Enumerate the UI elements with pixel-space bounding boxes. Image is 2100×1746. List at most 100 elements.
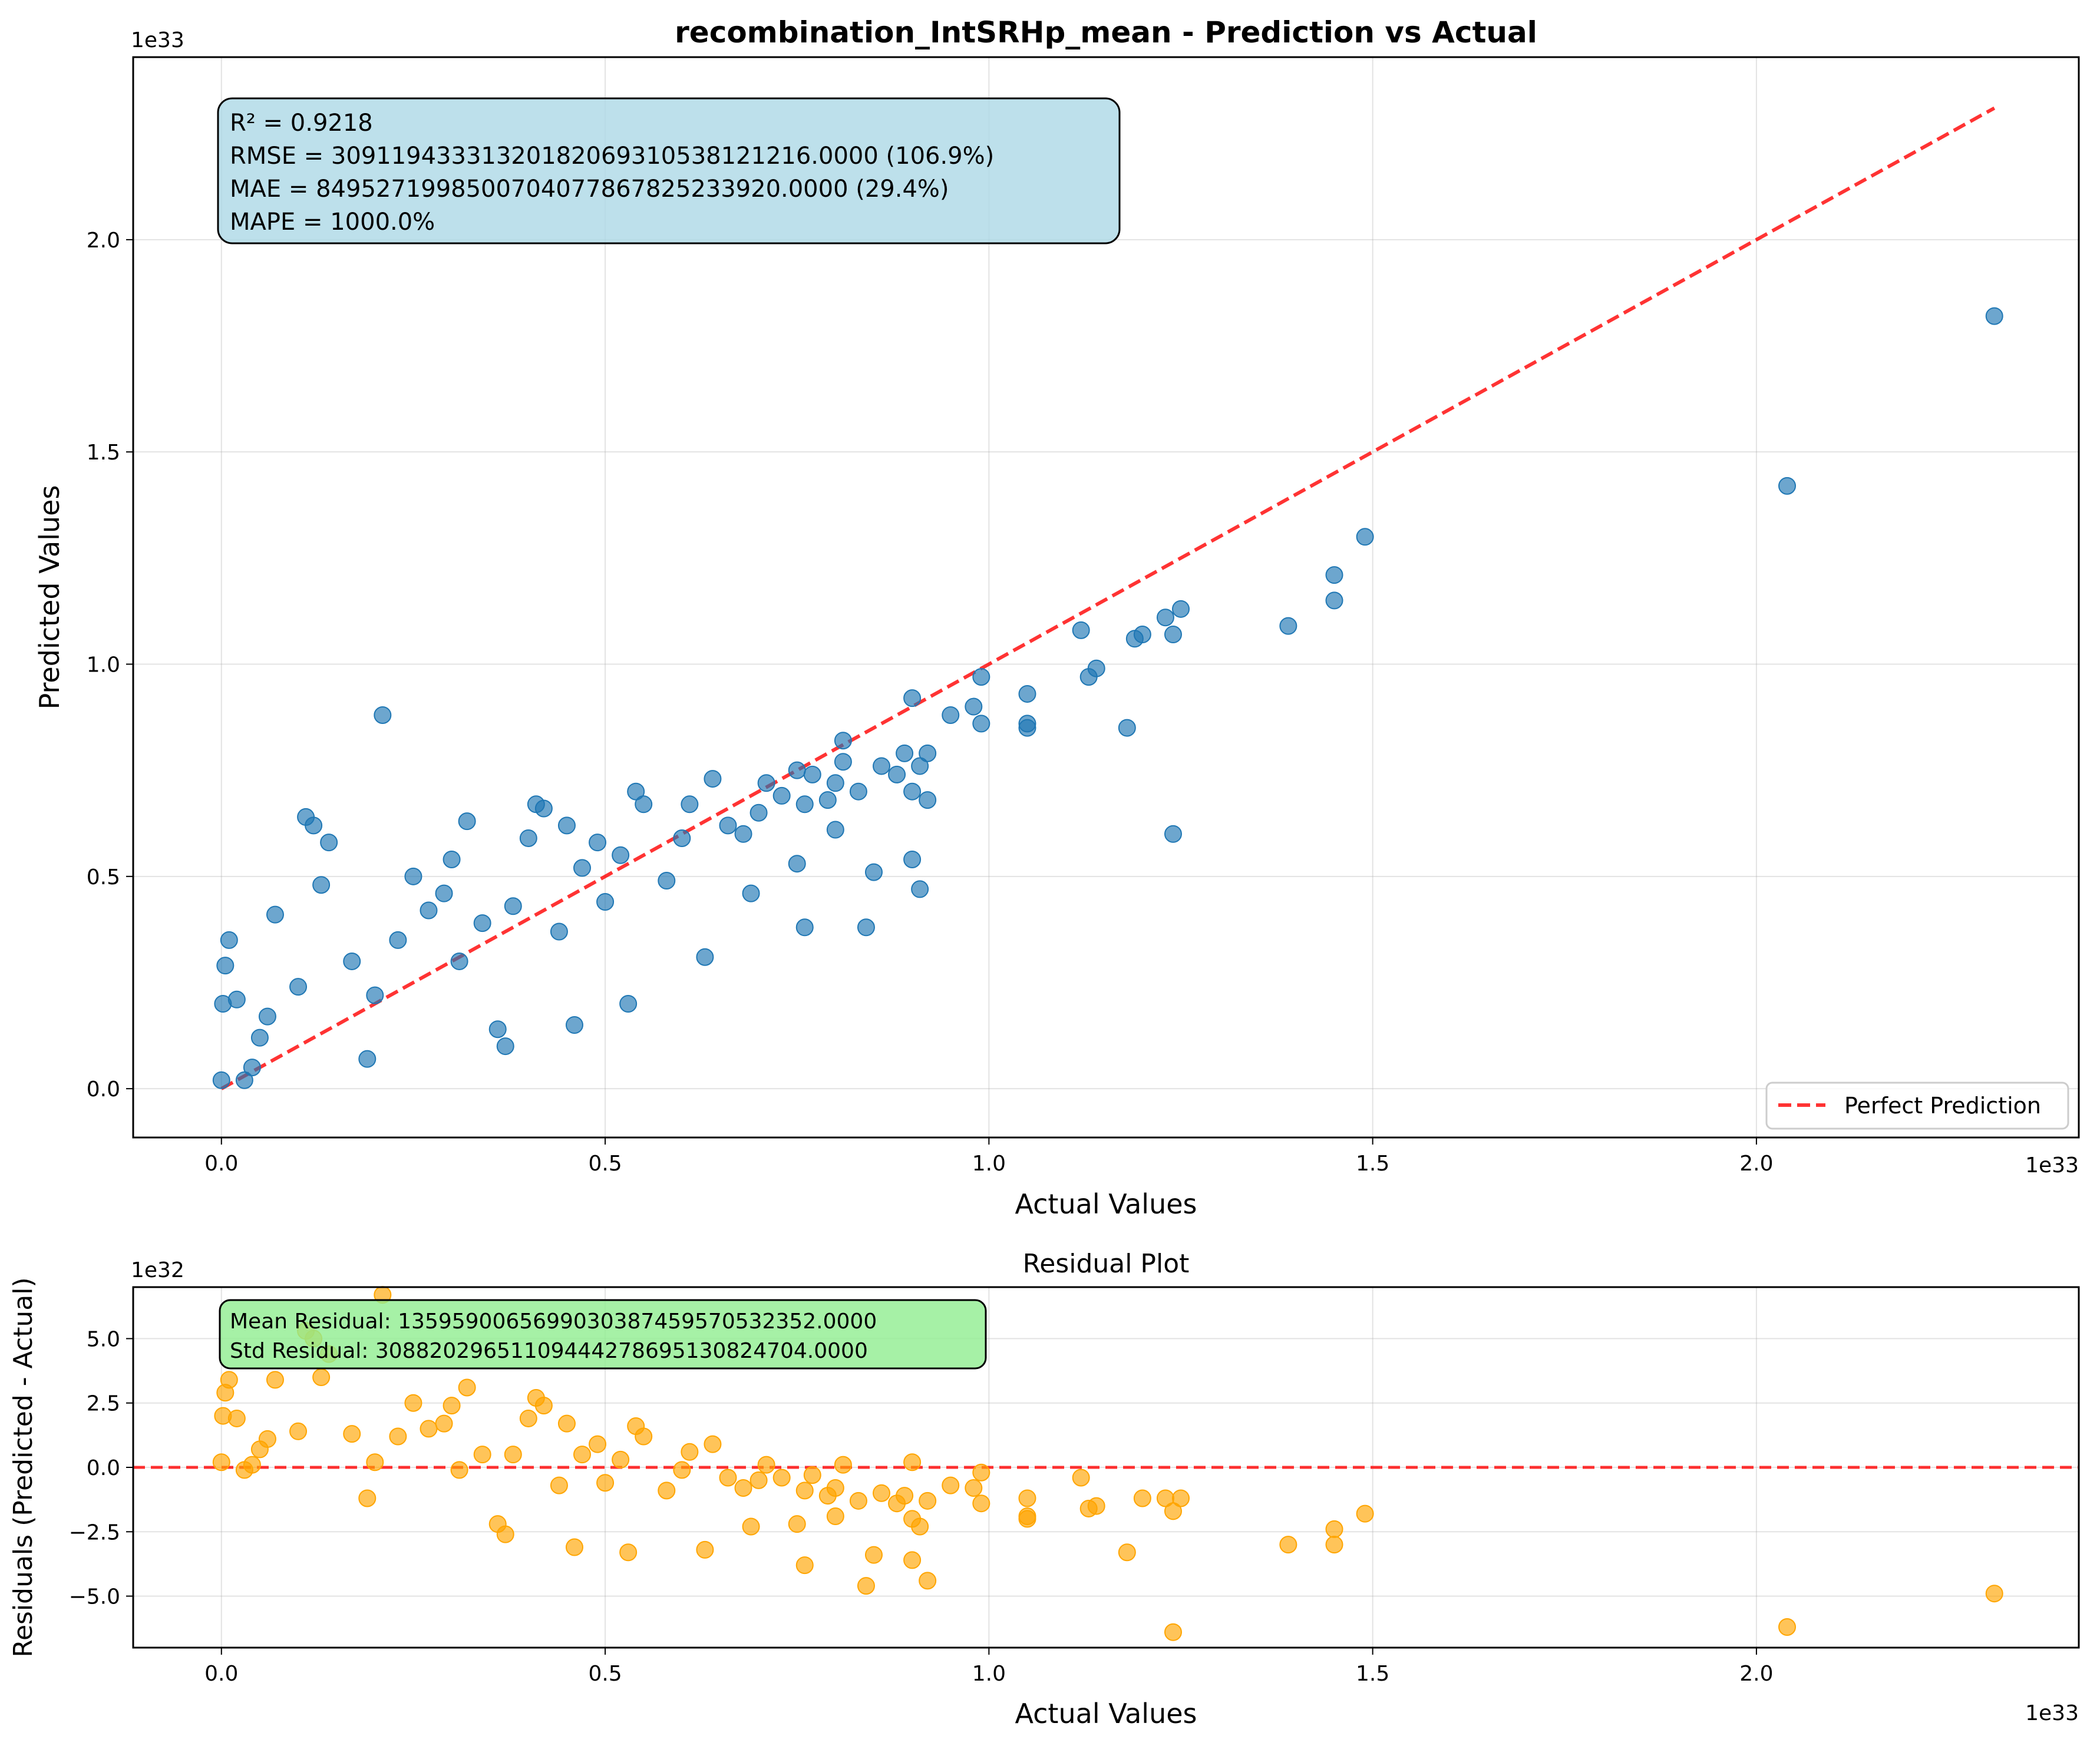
- scatter-point: [627, 782, 645, 801]
- scatter-point: [289, 1422, 308, 1440]
- scatter-point: [519, 1409, 537, 1427]
- scatter-point: [965, 1479, 983, 1497]
- scatter-point: [258, 1007, 276, 1026]
- scatter-point: [788, 761, 806, 779]
- x-tick-label: 0.0: [204, 1152, 238, 1176]
- scatter-point: [749, 803, 768, 822]
- scatter-point: [919, 1572, 937, 1590]
- scatter-point: [635, 795, 653, 814]
- scatter-point: [212, 1453, 230, 1471]
- residual-points: [212, 1286, 2003, 1641]
- scatter-point: [1079, 668, 1098, 686]
- scatter-point: [1325, 591, 1343, 610]
- scatter-point: [826, 774, 844, 792]
- scatter-point: [857, 1577, 875, 1595]
- scatter-point: [826, 1507, 844, 1526]
- scatter-point: [1072, 1469, 1090, 1487]
- residual-stats-box: Mean Residual: 1359590065699030387459570…: [219, 1299, 987, 1370]
- scatter-point: [1156, 1489, 1174, 1507]
- scatter-point: [772, 1469, 791, 1487]
- scatter-point: [519, 829, 537, 847]
- scatter-point: [903, 1551, 922, 1569]
- scatter-point: [795, 1556, 814, 1575]
- scatter-point: [704, 1435, 722, 1453]
- scatter-point: [589, 834, 607, 852]
- y-tick-label: −5.0: [69, 1585, 120, 1609]
- main-x-axis-label: Actual Values: [1015, 1188, 1197, 1220]
- x-tick-label: 1.0: [972, 1662, 1006, 1686]
- scatter-point: [627, 1417, 645, 1436]
- scatter-point: [972, 1494, 990, 1513]
- scatter-point: [803, 1466, 821, 1484]
- x-tick-label: 2.0: [1739, 1662, 1773, 1686]
- scatter-point: [826, 821, 844, 839]
- scatter-point: [1164, 825, 1182, 843]
- scatter-point: [619, 995, 638, 1013]
- scatter-point: [596, 1474, 615, 1492]
- scatter-point: [681, 1443, 699, 1461]
- scatter-point: [550, 922, 568, 941]
- scatter-point: [214, 995, 232, 1013]
- main-y-offset-text: 1e33: [131, 28, 184, 52]
- scatter-point: [734, 825, 752, 843]
- scatter-point: [942, 706, 960, 724]
- scatter-point: [216, 957, 235, 975]
- scatter-point: [320, 834, 338, 852]
- scatter-point: [389, 1427, 407, 1446]
- main-chart: recombination_IntSRHp_mean - Prediction …: [34, 15, 2080, 1220]
- scatter-point: [612, 846, 630, 864]
- scatter-point: [297, 808, 315, 826]
- scatter-point: [443, 850, 461, 868]
- scatter-point: [972, 668, 990, 686]
- scatter-point: [214, 1407, 232, 1425]
- scatter-point: [673, 1461, 691, 1479]
- scatter-point: [1156, 609, 1174, 627]
- scatter-point: [888, 765, 906, 783]
- residual-x-axis-label: Actual Values: [1015, 1698, 1197, 1730]
- scatter-point: [849, 1492, 867, 1510]
- scatter-point: [972, 1463, 990, 1482]
- scatter-point: [1133, 1489, 1151, 1507]
- scatter-point: [243, 1059, 261, 1077]
- scatter-point: [1018, 1510, 1036, 1528]
- scatter-point: [266, 1371, 284, 1389]
- scatter-point: [404, 1394, 422, 1412]
- scatter-point: [1325, 1536, 1343, 1554]
- scatter-point: [435, 884, 453, 902]
- scatter-point: [573, 859, 591, 877]
- scatter-point: [1356, 528, 1374, 546]
- residual-y-axis-label: Residuals (Predicted - Actual): [8, 1277, 38, 1657]
- y-tick-label: 0.0: [87, 1456, 120, 1480]
- scatter-point: [1172, 600, 1190, 618]
- scatter-point: [911, 880, 929, 898]
- scatter-point: [919, 1492, 937, 1510]
- residual-chart: Residual Plot 0.0 0.5 1.0 1.5 2.0 −5.0 −2.5 0.…: [8, 1249, 2080, 1730]
- residual-chart-title: Residual Plot: [1023, 1249, 1190, 1279]
- scatter-point: [772, 786, 791, 805]
- scatter-point: [404, 867, 422, 885]
- x-tick-label: 0.0: [204, 1662, 238, 1686]
- scatter-point: [849, 782, 867, 801]
- scatter-point: [1778, 1618, 1797, 1636]
- scatter-point: [1356, 1504, 1374, 1523]
- scatter-point: [358, 1050, 377, 1068]
- scatter-point: [343, 952, 361, 970]
- metrics-r2: R² = 0.9218: [230, 110, 373, 137]
- residual-x-offset-text: 1e33: [2025, 1701, 2079, 1725]
- scatter-point: [903, 782, 922, 801]
- scatter-point: [1279, 617, 1297, 635]
- scatter-point: [527, 1388, 545, 1407]
- stats-box-background: [219, 1299, 987, 1370]
- stats-mean-residual: Mean Residual: 1359590065699030387459570…: [230, 1310, 877, 1334]
- scatter-point: [450, 1461, 468, 1479]
- scatter-point: [788, 1515, 806, 1533]
- scatter-point: [458, 1378, 476, 1397]
- scatter-point: [573, 1446, 591, 1464]
- scatter-point: [250, 1029, 269, 1047]
- scatter-point: [1072, 621, 1090, 639]
- scatter-point: [565, 1538, 583, 1556]
- scatter-point: [420, 1420, 438, 1438]
- scatter-point: [1279, 1536, 1297, 1554]
- scatter-point: [473, 914, 491, 932]
- main-y-ticks: 0.0 0.5 1.0 1.5 2.0: [87, 229, 133, 1102]
